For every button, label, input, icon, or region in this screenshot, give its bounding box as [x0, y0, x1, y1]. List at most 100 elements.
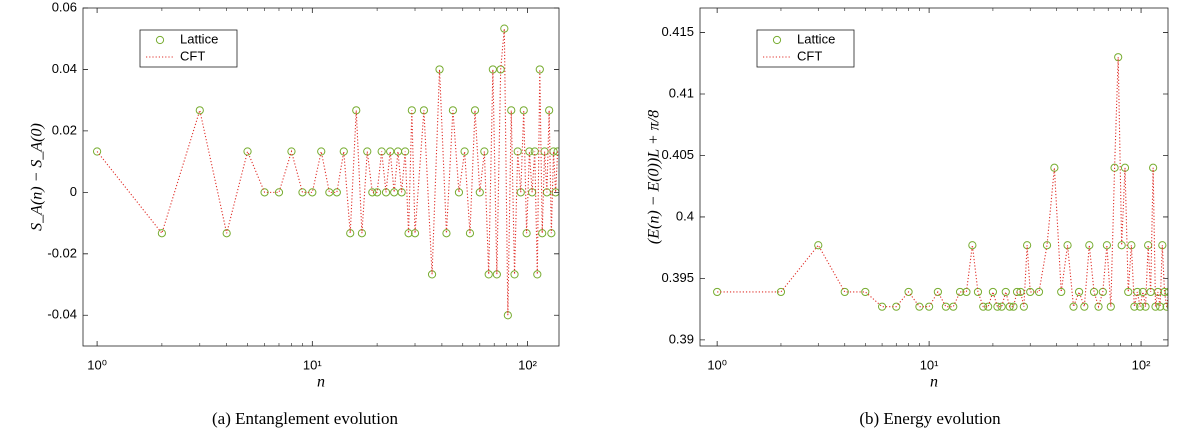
legend-label: Lattice — [180, 31, 218, 46]
lattice-point — [549, 147, 558, 156]
lattice-point — [545, 106, 554, 115]
y-tick-label: 0.41 — [669, 85, 694, 100]
y-tick-label: 0.395 — [661, 270, 694, 285]
lattice-point — [925, 302, 934, 311]
lattice-point — [386, 147, 395, 156]
legend-marker — [155, 35, 165, 45]
lattice-point — [475, 188, 484, 197]
lattice-point — [904, 287, 913, 297]
lattice-point — [979, 302, 988, 311]
x-tick-label: 10¹ — [303, 357, 322, 372]
y-axis-label: (E(n) − E(0))L + π/8 — [646, 110, 663, 244]
lattice-point — [1136, 302, 1145, 311]
x-axis-label: n — [317, 374, 325, 391]
legend-label: CFT — [180, 48, 205, 63]
lattice-point — [195, 106, 204, 115]
lattice-point — [1057, 287, 1066, 297]
lattice-point — [538, 229, 547, 238]
axes-box — [82, 7, 560, 347]
lattice-point — [1117, 241, 1126, 250]
lattice-point — [1124, 287, 1133, 297]
lattice-point — [243, 147, 252, 156]
x-tick-label: 10⁰ — [707, 357, 727, 372]
lattice-point — [157, 229, 166, 238]
lattice-point — [1069, 302, 1078, 311]
lattice-point — [510, 270, 519, 279]
lattice-point — [287, 147, 296, 156]
lattice-point — [317, 147, 326, 156]
y-tick-label: 0.405 — [661, 147, 694, 162]
lattice-point — [861, 287, 870, 297]
plot-marks — [713, 53, 1168, 311]
y-tick-label: 0.06 — [52, 0, 77, 14]
lattice-point — [1085, 241, 1094, 250]
lattice-point — [1130, 302, 1139, 311]
lattice-point — [488, 65, 497, 74]
lattice-point — [1001, 287, 1010, 297]
y-tick-label: -0.02 — [47, 245, 77, 260]
lattice-point — [500, 24, 509, 33]
y-tick-label: -0.04 — [47, 307, 77, 322]
lattice-point — [1074, 287, 1084, 297]
lattice-point — [814, 241, 823, 250]
legend-box — [139, 29, 238, 68]
lattice-point — [332, 188, 341, 197]
caption: (b) Energy evolution — [859, 409, 1001, 428]
lattice-point — [410, 229, 420, 238]
lattice-point — [1164, 287, 1168, 296]
lattice-point — [525, 147, 534, 156]
lattice-point — [533, 270, 542, 279]
y-tick-label: 0.04 — [52, 61, 77, 76]
lattice-point — [949, 302, 958, 311]
cft-line — [717, 57, 1168, 309]
lattice-point — [92, 147, 102, 156]
x-axis-label: n — [930, 374, 938, 391]
lattice-point — [470, 106, 480, 115]
legend-label: CFT — [797, 48, 822, 63]
lattice-point — [776, 287, 786, 297]
lattice-point — [298, 188, 307, 197]
lattice-point — [840, 287, 849, 297]
lattice-point — [993, 302, 1002, 311]
lattice-point — [1080, 302, 1089, 311]
lattice-point — [933, 287, 942, 297]
lattice-point — [1156, 302, 1165, 311]
lattice-point — [260, 188, 269, 197]
lattice-point — [222, 229, 231, 238]
caption: (a) Entanglement evolution — [212, 409, 398, 428]
cft-line — [96, 28, 559, 316]
lattice-point — [997, 302, 1006, 311]
lattice-point — [368, 188, 377, 197]
lattice-point — [1042, 241, 1052, 250]
y-tick-label: 0 — [70, 184, 77, 199]
lattice-point — [877, 302, 887, 311]
lattice-point — [1034, 287, 1044, 297]
legend-box — [756, 29, 855, 68]
lattice-point — [984, 302, 993, 311]
lattice-point — [968, 241, 977, 250]
lattice-point — [1160, 287, 1168, 297]
lattice-point — [404, 229, 413, 238]
lattice-point — [1050, 163, 1059, 172]
lattice-point — [1012, 287, 1022, 297]
lattice-point — [1144, 241, 1153, 250]
lattice-point — [484, 270, 493, 279]
y-tick-label: 0.39 — [669, 331, 694, 346]
lattice-point — [442, 229, 451, 238]
lattice-point — [435, 65, 444, 74]
lattice-point — [339, 147, 348, 156]
lattice-point — [1005, 302, 1014, 311]
lattice-point — [460, 147, 469, 156]
lattice-point — [1009, 302, 1018, 311]
lattice-point — [519, 106, 528, 115]
plot-marks — [92, 24, 559, 320]
lattice-point — [1141, 302, 1150, 311]
lattice-point — [535, 65, 544, 74]
x-tick-label: 10² — [1132, 357, 1151, 372]
lattice-point — [274, 188, 284, 197]
lattice-point — [1102, 241, 1112, 250]
legend-label: Lattice — [797, 31, 835, 46]
x-tick-label: 10¹ — [920, 357, 939, 372]
lattice-point — [1094, 302, 1103, 311]
